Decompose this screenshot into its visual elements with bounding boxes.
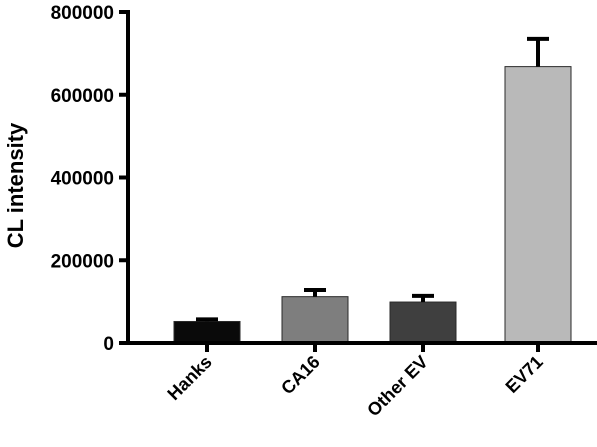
error-bar-other-ev: [412, 293, 434, 303]
x-tick-label-other-ev: Other EV: [363, 352, 432, 421]
y-axis: 0 200000 400000 600000 800000: [51, 3, 130, 355]
y-tick-label: 600000: [51, 86, 114, 107]
bar-other-ev: [389, 301, 457, 344]
bars: [173, 36, 572, 344]
y-tick-label: 400000: [51, 169, 114, 190]
error-bar-ev71: [527, 36, 549, 67]
x-tick-label-ca16: CA16: [277, 352, 324, 399]
y-ticks: 0 200000 400000 600000 800000: [51, 3, 128, 355]
bar-hanks: [173, 320, 241, 344]
error-bar-hanks: [196, 317, 218, 322]
y-tick-label: 200000: [51, 251, 114, 272]
y-axis-title: CL intensity: [3, 122, 28, 248]
error-bar-ca16: [304, 288, 326, 297]
x-tick-label-ev71: EV71: [502, 352, 547, 397]
x-tick-label-hanks: Hanks: [163, 352, 215, 404]
bar-ev71: [504, 66, 572, 344]
x-labels: Hanks CA16 Other EV EV71: [163, 343, 547, 421]
bar-ca16: [281, 296, 349, 344]
x-axis: Hanks CA16 Other EV EV71: [126, 341, 597, 421]
y-tick-label: 0: [103, 334, 114, 355]
y-tick-label: 800000: [51, 3, 114, 24]
